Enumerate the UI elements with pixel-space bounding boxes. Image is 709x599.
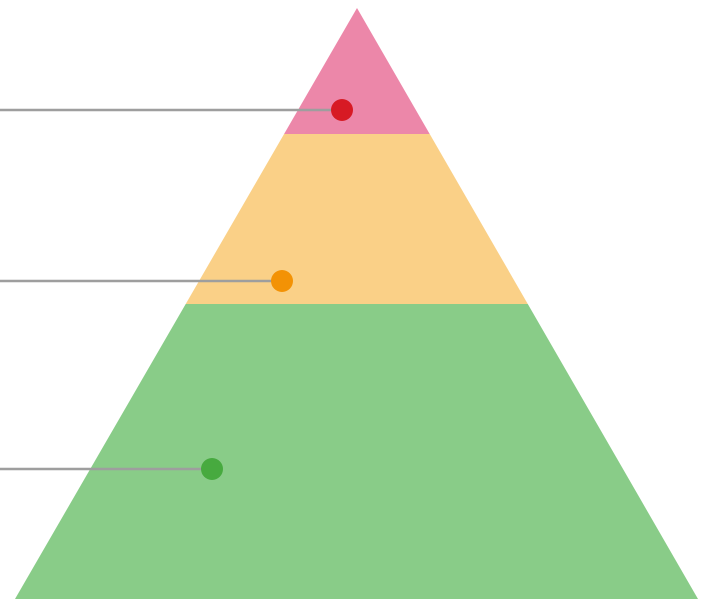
marker-dot-middle	[271, 270, 293, 292]
pyramid-layer-top	[284, 8, 430, 134]
callout-markers	[201, 99, 353, 480]
pyramid-layer-bottom	[15, 304, 698, 599]
marker-dot-top	[331, 99, 353, 121]
pyramid-layer-middle	[185, 134, 528, 304]
callout-connectors	[0, 108, 342, 471]
pyramid-layers	[15, 8, 698, 599]
marker-dot-bottom	[201, 458, 223, 480]
